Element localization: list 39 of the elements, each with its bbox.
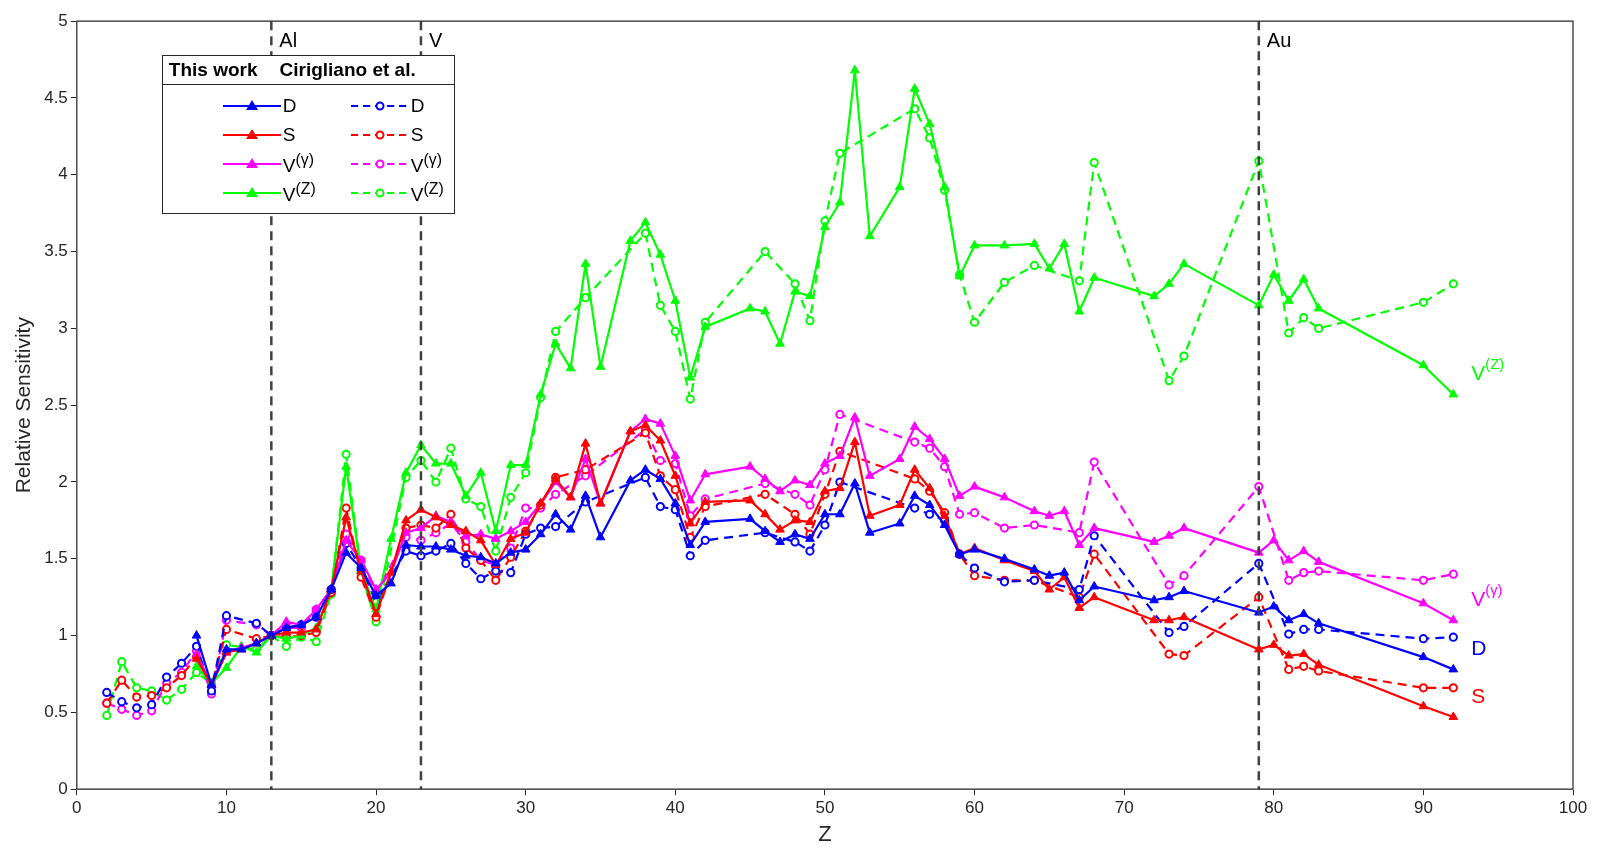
y-axis-title: Relative Sensitivity [11,316,35,494]
x-axis-title: Z [818,820,832,846]
ref-line-label: V [428,28,443,51]
x-tick-label: 0 [72,798,82,818]
y-tick-label: 4.5 [44,87,68,107]
annotation: Cirigliano et al. [279,59,416,82]
x-tick-label: 30 [516,798,536,818]
x-tick-label: 10 [216,798,236,818]
ref-line-label: Al [279,28,298,51]
ref-line-label: Au [1266,28,1292,51]
x-tick-label: 80 [1264,798,1284,818]
y-tick-label: 2.5 [44,394,68,414]
annotation: This work [168,59,258,82]
x-tick-label: 20 [366,798,386,818]
y-tick-label: 1 [58,625,68,645]
legend-label: V$^{(Z)}$ [282,179,317,206]
legend-label: V$^{(Z)}$ [410,179,444,206]
y-tick-label: 0 [58,778,68,798]
y-tick-label: 1.5 [44,548,68,568]
legend-label: D [282,94,298,117]
x-tick-label: 60 [965,798,984,818]
annotation: S [1471,683,1486,707]
y-tick-label: 2 [58,471,68,491]
x-tick-label: 100 [1558,798,1588,818]
x-tick-label: 40 [665,798,685,818]
legend-label: S [410,123,424,146]
legend-label: V$^{(γ)}$ [282,150,315,177]
x-tick-label: 50 [815,798,835,818]
legend-label: S [282,123,297,146]
y-tick-label: 4 [58,164,68,184]
x-tick-label: 70 [1114,798,1134,818]
y-tick-label: 3 [58,318,68,338]
y-tick-label: 0.5 [44,702,68,722]
annotation: D [1471,636,1487,660]
x-tick-label: 90 [1413,798,1433,818]
y-tick-label: 3.5 [44,241,68,261]
legend-label: D [410,94,425,117]
y-tick-label: 5 [58,10,68,30]
legend-label: V$^{(γ)}$ [410,150,442,177]
